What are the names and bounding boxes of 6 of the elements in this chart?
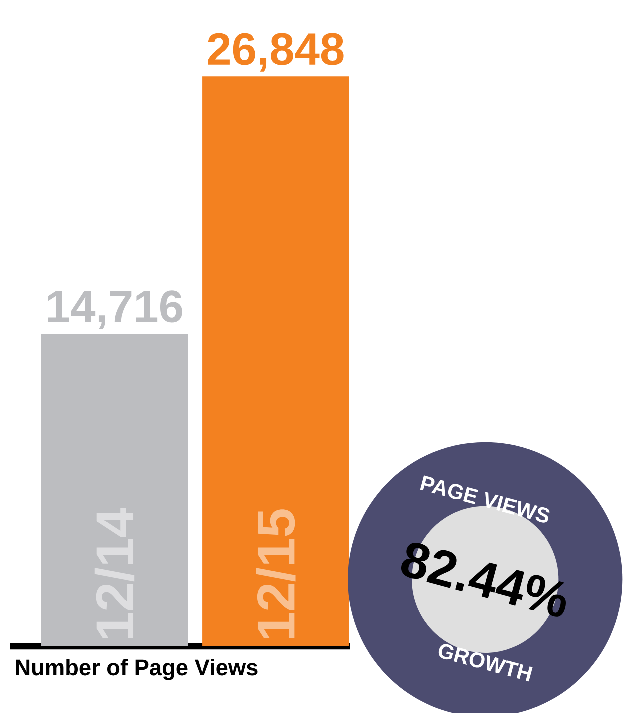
data-label: 14,716 [48, 290, 182, 330]
text: PAGE VIEWS [420, 476, 550, 523]
text: 82.44% [401, 543, 566, 617]
data-label: 26,848 [208, 33, 344, 72]
x-tick-label: 12/15 [256, 510, 296, 638]
x-axis-title: Number of Page Views [16, 659, 258, 680]
